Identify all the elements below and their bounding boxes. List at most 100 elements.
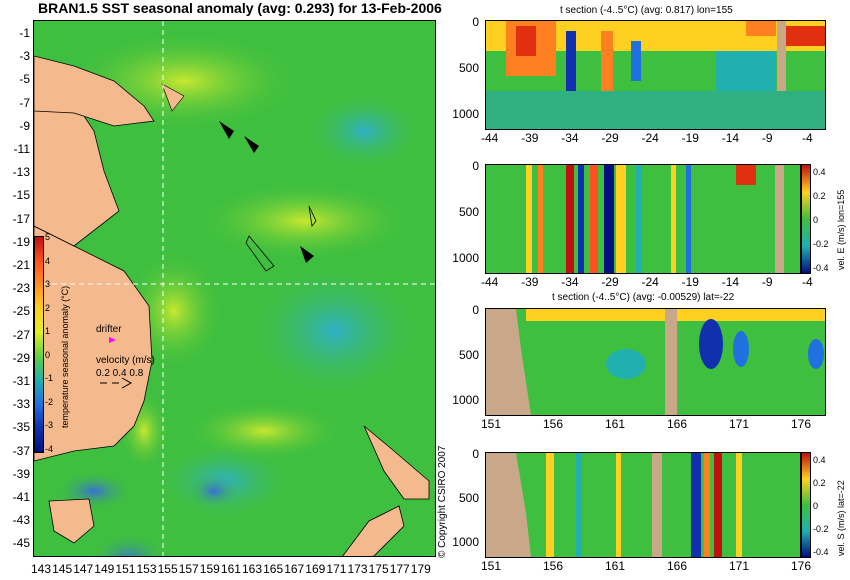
lon-tick: 147 — [73, 562, 94, 576]
section-1-x-tick: -39 — [521, 131, 539, 145]
lat-tick: -17 — [12, 211, 30, 226]
section-3-x-tick: 161 — [605, 417, 626, 431]
section-1-x-tick: -29 — [601, 131, 619, 145]
lon-tick: 159 — [199, 562, 220, 576]
section-2-x-tick: -44 — [481, 275, 499, 289]
lat-tick: -1 — [19, 26, 30, 40]
section-2-y-tick: 1000 — [452, 251, 479, 265]
section-2-colorbar-tick: 0 — [813, 215, 819, 225]
lat-tick: -9 — [19, 118, 30, 133]
lon-tick: 155 — [157, 562, 178, 576]
section-4-colorbar-tick: 0.4 — [813, 455, 826, 465]
section-4-colorbar — [801, 452, 811, 558]
section-4-x-tick: 171 — [729, 559, 750, 573]
section-1-x-tick: -19 — [681, 131, 699, 145]
section-3-x-tick: 171 — [729, 417, 750, 431]
lat-tick: -45 — [12, 536, 30, 551]
section-4-colorbar-tick: -0.2 — [813, 524, 829, 534]
section-4-y-tick: 500 — [458, 491, 479, 505]
lat-tick: -25 — [12, 304, 30, 319]
section-3-y-tick: 0 — [472, 303, 479, 317]
colorbar-tick: -3 — [45, 420, 54, 430]
velocity-label: velocity (m/s) — [96, 355, 155, 366]
section-2-x-tick: -24 — [641, 275, 659, 289]
lat-tick: -11 — [13, 142, 30, 156]
section-3-x-tick: 156 — [543, 417, 564, 431]
section-2-colorbar-tick: 0.4 — [813, 167, 826, 177]
section-2-x-tick: -19 — [681, 275, 699, 289]
map-colorbar-label: temperature seasonal anomaly (°C) — [60, 285, 70, 428]
velocity-scale-values: 0.2 0.4 0.8 — [96, 368, 144, 379]
colorbar-tick: 5 — [45, 232, 51, 242]
lat-tick: -39 — [12, 466, 30, 481]
lat-tick: -31 — [12, 374, 30, 388]
section-1-plot[interactable] — [485, 20, 826, 130]
section-3-y-tick: 500 — [458, 348, 479, 362]
lat-tick: -43 — [12, 513, 30, 528]
section-4-colorbar-tick: 0 — [813, 501, 819, 511]
section-2-x-tick: -9 — [761, 275, 773, 289]
lon-tick: 149 — [94, 562, 115, 576]
lon-tick: 169 — [305, 562, 326, 576]
section-1-x-tick: -9 — [761, 131, 773, 145]
lat-tick: -5 — [19, 72, 30, 87]
section-3-x-tick: 166 — [667, 417, 688, 431]
lat-tick: -13 — [12, 165, 30, 180]
section-2-colorbar-tick: -0.2 — [813, 239, 829, 249]
section-2-x-tick: -39 — [521, 275, 539, 289]
drifter-label: drifter — [96, 324, 122, 335]
lat-tick: -3 — [19, 49, 30, 64]
lon-tick: 157 — [178, 562, 199, 576]
lat-tick: -29 — [12, 350, 30, 365]
colorbar-tick: 4 — [45, 255, 51, 266]
section-4-x-tick: 151 — [481, 559, 502, 573]
lat-tick: -19 — [12, 234, 30, 249]
lat-tick: -23 — [12, 281, 30, 296]
section-1-title: t section (-4..5°C) (avg: 0.817) lon=155 — [560, 5, 733, 16]
map-colorbar — [34, 236, 44, 453]
lat-tick: -33 — [12, 397, 30, 412]
section-3-y-tick: 1000 — [452, 393, 479, 407]
section-2-side-label: vel. E (m/s) lon=155 — [836, 189, 846, 270]
section-1-y-tick: 500 — [458, 61, 479, 75]
lon-tick: 163 — [242, 562, 263, 576]
section-4-y-tick: 0 — [472, 447, 479, 461]
section-1-x-tick: -44 — [481, 131, 499, 145]
colorbar-tick: -2 — [45, 396, 54, 407]
lon-tick: 177 — [389, 562, 410, 576]
colorbar-tick: 2 — [45, 302, 51, 313]
section-4-colorbar-tick: -0.4 — [813, 547, 829, 557]
section-1-x-tick: -24 — [641, 131, 659, 145]
lat-tick: -41 — [12, 490, 30, 504]
lat-tick: -35 — [12, 420, 30, 435]
section-3-plot[interactable] — [485, 308, 826, 416]
lon-tick: 145 — [52, 562, 73, 576]
sst-anomaly-map[interactable] — [33, 20, 436, 557]
section-2-y-tick: 500 — [458, 205, 479, 219]
colorbar-tick: 1 — [45, 326, 51, 336]
colorbar-tick: -4 — [45, 443, 54, 454]
lat-tick: -37 — [12, 443, 30, 458]
section-1-x-tick: -14 — [721, 131, 740, 145]
section-2-x-tick: -34 — [561, 275, 579, 289]
section-4-y-tick: 1000 — [452, 535, 479, 549]
section-2-plot[interactable] — [485, 164, 801, 274]
section-4-colorbar-tick: 0.2 — [813, 478, 826, 488]
section-4-x-tick: 161 — [605, 559, 626, 573]
section-1-x-tick: -4 — [802, 131, 813, 145]
lat-tick: -15 — [12, 188, 30, 203]
lat-tick: -21 — [12, 258, 30, 272]
section-3-title: t section (-4..5°C) (avg: -0.00529) lat=… — [552, 292, 735, 303]
lon-tick: 165 — [263, 562, 284, 576]
map-title: BRAN1.5 SST seasonal anomaly (avg: 0.293… — [38, 0, 442, 16]
section-2-x-tick: -29 — [601, 275, 619, 289]
section-4-x-tick: 166 — [667, 559, 688, 573]
colorbar-tick: -1 — [45, 373, 54, 383]
lon-tick: 153 — [136, 562, 157, 576]
section-1-y-tick: 0 — [472, 15, 479, 29]
section-4-plot[interactable] — [485, 452, 801, 558]
lon-tick: 161 — [220, 562, 241, 576]
section-2-x-tick: -4 — [802, 275, 813, 289]
colorbar-tick: 0 — [45, 349, 51, 360]
lon-tick: 151 — [115, 562, 136, 576]
